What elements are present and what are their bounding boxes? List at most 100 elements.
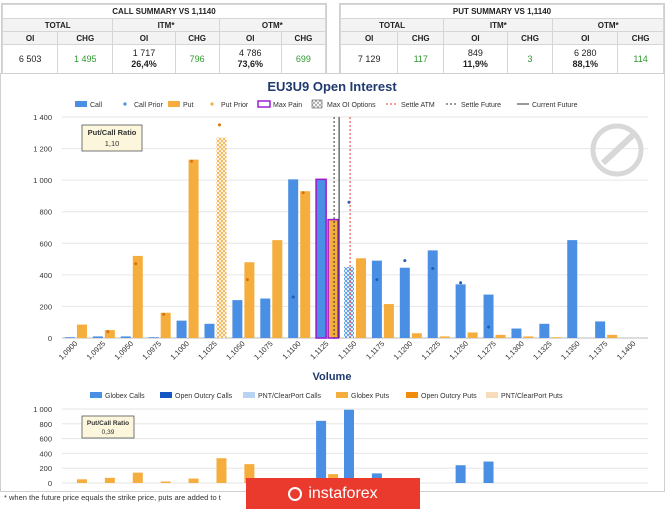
col-oi: OI [552,31,619,45]
legend-call-label: Call [90,102,103,109]
oi-call-bar [427,250,438,338]
volume-globex-call-bar [455,465,466,483]
oi-put-bar [607,334,618,338]
col-oi: OI [1,31,59,45]
volume-y-tick-label: 0 [48,479,52,488]
legend-put-label: Put [183,102,194,109]
put-total-header: TOTAL [339,18,445,32]
oi-call-bar [176,320,187,338]
col-chg: CHG [174,31,220,45]
oi-call-bar [344,266,354,338]
put-itm-pct: 11,9% [462,59,488,69]
oi-put-bar [356,258,366,338]
oi-call-bar [260,298,271,338]
put-itm-chg: 3 [506,44,554,74]
volume-legend-pnt-clearport-puts-label: PNT/ClearPort Puts [501,393,563,400]
call-itm-header: ITM* [112,18,220,32]
call-itm-chg: 796 [174,44,220,74]
oi-put-bar [551,337,562,338]
oi-ratio-label: Put/Call Ratio [88,128,137,137]
call-otm-header: OTM* [218,18,327,32]
volume-globex-call-bar [483,461,494,483]
call-total-chg: 1 495 [57,44,114,74]
call-otm-oi: 4 786 73,6% [218,44,282,74]
volume-ratio-value: 0,39 [102,429,115,436]
put-itm-oi: 849 11,9% [443,44,508,74]
oi-y-tick-label: 200 [39,302,52,311]
call-summary-table: CALL SUMMARY VS 1,1140 TOTAL ITM* OTM* O… [1,3,327,75]
legend-max-oi-options-swatch [311,99,323,109]
oi-put-prior-dot [134,262,138,266]
put-otm-header: OTM* [552,18,664,32]
put-otm-chg: 114 [617,44,664,74]
legend-put-prior-swatch [210,102,214,106]
oi-ratio-box [81,124,143,152]
oi-put-prior-dot [106,330,110,334]
watermark-banner: instaforex [246,478,420,509]
oi-call-prior-dot [403,259,407,263]
put-total-chg: 117 [397,44,445,74]
col-oi: OI [218,31,282,45]
oi-call-prior-dot [375,278,379,282]
volume-globex-put-bar [132,472,143,483]
oi-put-bar [244,262,255,338]
call-otm-chg: 699 [280,44,327,74]
oi-put-bar [383,304,394,338]
charts-area: EU3U9 Open Interest Call Call Prior Put Put … [0,73,665,509]
oi-call-bar [539,323,550,338]
oi-put-bar [104,330,115,338]
legend-settle-atm-label: Settle ATM [401,102,435,109]
call-itm-oi: 1 717 26,4% [112,44,176,74]
oi-call-bar [120,336,131,338]
oi-put-bar [132,255,143,338]
footnote-text: * when the future price equals the strik… [4,493,221,502]
col-chg: CHG [280,31,327,45]
oi-put-bar [272,240,283,338]
call-itm-oi-value: 1 717 [132,48,156,58]
put-itm-oi-value: 849 [467,48,483,58]
oi-put-bar [216,137,227,338]
volume-legend-globex-puts-swatch [336,392,348,398]
call-itm-pct: 26,4% [131,59,157,69]
volume-globex-put-bar [76,479,87,483]
oi-put-prior-dot [217,123,221,127]
put-summary-table: PUT SUMMARY VS 1,1140 TOTAL ITM* OTM* OI… [339,3,665,75]
oi-y-tick-label: 400 [39,271,52,280]
oi-y-tick-label: 1 000 [33,176,52,185]
oi-call-bar [204,323,215,338]
volume-globex-put-bar [160,481,171,483]
oi-put-bar [327,218,339,339]
call-summary-title: CALL SUMMARY VS 1,1140 [2,4,326,19]
put-otm-oi-value: 6 280 [574,48,597,58]
oi-put-bar [76,324,87,338]
oi-put-bar [160,312,171,338]
call-total-header: TOTAL [1,18,114,32]
volume-legend-globex-puts-label: Globex Puts [351,393,390,400]
oi-put-prior-dot [301,191,305,195]
oi-call-bar [511,328,522,338]
oi-put-bar [523,336,534,338]
oi-call-prior-dot [459,281,463,285]
oi-call-bar [315,178,327,339]
volume-globex-put-bar [104,477,115,483]
oi-y-tick-label: 0 [48,334,52,343]
put-otm-oi: 6 280 88,1% [552,44,619,74]
oi-y-tick-label: 1 200 [33,145,52,154]
col-chg: CHG [57,31,114,45]
legend-call-swatch [75,101,87,107]
watermark-text: instaforex [308,484,378,502]
volume-globex-put-bar [244,464,255,483]
volume-y-tick-label: 1 000 [33,405,52,414]
oi-put-bar [439,336,450,338]
col-chg: CHG [506,31,554,45]
oi-call-bar [148,337,159,338]
oi-y-tick-label: 800 [39,208,52,217]
oi-put-bar [411,333,422,338]
col-oi: OI [443,31,508,45]
call-otm-pct: 73,6% [237,59,264,69]
volume-legend-pnt-clearport-calls-label: PNT/ClearPort Calls [258,393,322,400]
instaforex-logo-icon [288,486,303,501]
oi-call-bar [288,179,299,338]
volume-legend-pnt-clearport-puts-swatch [486,392,498,398]
oi-call-bar [232,300,243,338]
